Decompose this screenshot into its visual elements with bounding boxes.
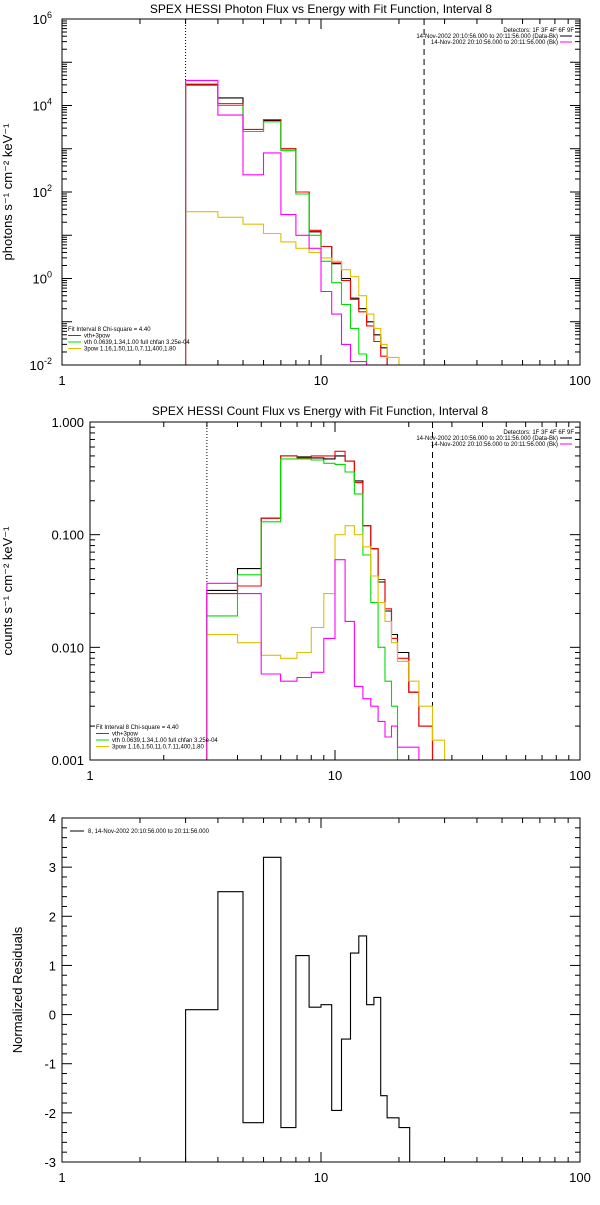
series-5-step-line [185, 79, 425, 365]
legend-tr-entry: 14-Nov-2002 20:10:56.000 to 20:11:56.000… [416, 436, 558, 442]
series-1-step-line [185, 84, 425, 365]
series-4-step-line [206, 525, 446, 760]
y-tick-label: 0.100 [51, 528, 84, 543]
y-tick-label: -3 [44, 1155, 56, 1170]
plot-frame [61, 18, 581, 366]
y-tick-label: -2 [44, 1106, 56, 1121]
legend-bl-entry: vth+3pow [112, 732, 139, 738]
series-2-step-line [185, 83, 425, 365]
legend-tr-entry: 14-Nov-2002 20:10:56.000 to 20:11:56.000… [431, 40, 558, 46]
x-tick-label: 100 [569, 1170, 591, 1185]
panel-2: SPEX HESSI Count Flux vs Energy with Fit… [0, 404, 591, 783]
x-tick-label: 1 [58, 373, 65, 388]
legend-bl-entry: vth+3pow [84, 334, 111, 340]
legend-tr-entry: Detectors: 1F 3F 4F 6F 9F [503, 28, 574, 34]
legend-bl-entry: vth 0.0639,1.34,1.00 full chfan 3.25e-04 [112, 738, 218, 744]
x-tick-label: 1 [86, 768, 93, 783]
y-tick-label: 10-2 [30, 356, 52, 373]
y-tick-label: 0.001 [51, 753, 84, 768]
series-group [206, 450, 446, 760]
y-tick-label: 4 [49, 811, 56, 826]
legend-tr-entry: 14-Nov-2002 20:10:56.000 to 20:11:56.000… [431, 442, 558, 448]
series-group [185, 79, 449, 365]
legend-bl-entry: 3pow 1.16,1.50,11.0,7.11,400,1.80 [84, 347, 177, 353]
panel-1: SPEX HESSI Photon Flux vs Energy with Fi… [0, 2, 591, 388]
y-tick-label: 102 [33, 183, 52, 200]
y-tick-label: 106 [33, 10, 52, 27]
y-tick-label: 2 [49, 909, 56, 924]
series-1-step-line [206, 455, 434, 760]
series-3-step-line [206, 458, 409, 760]
plot-frame [61, 817, 581, 1163]
y-tick-label: 1 [49, 958, 56, 973]
legend-bl-entry: vth 0.0639,1.34,1.00 full chfan 3.25e-04 [84, 340, 190, 346]
plot-frame [89, 421, 581, 761]
x-tick-label: 100 [569, 768, 591, 783]
x-tick-label: 10 [328, 768, 342, 783]
legend-bl-entry: Fit Interval 8 Chi-square = 4.40 [68, 327, 151, 333]
legend-bl-entry: Fit Interval 8 Chi-square = 4.40 [96, 725, 179, 731]
y-tick-label: 100 [33, 270, 52, 287]
legend-tr-entry: Detectors: 1F 3F 4F 6F 9F [503, 430, 574, 436]
series-group [185, 856, 425, 1162]
y-tick-label: 1.000 [51, 415, 84, 430]
panel-3: Normalized Residuals 1 10 100 -3 -2 -1 0 1 2 3 4 8, … [10, 811, 591, 1185]
x-tick-label: 10 [314, 373, 328, 388]
y-axis-label: photons s⁻¹ cm⁻² keV⁻¹ [0, 123, 15, 261]
y-axis-label: counts s⁻¹ cm⁻² keV⁻¹ [0, 526, 15, 656]
y-tick-label: -1 [44, 1057, 56, 1072]
series-2-step-line [206, 450, 434, 760]
series-5-step-line [206, 559, 420, 760]
y-tick-label: 0.010 [51, 640, 84, 655]
legend-bl-entry: 3pow 1.16,1.50,11.0,7.11,400,1.80 [112, 745, 205, 751]
y-axis-label: Normalized Residuals [10, 926, 25, 1053]
series-4-step-line [185, 211, 449, 365]
legend-tr-entry: 14-Nov-2002 20:10:56.000 to 20:11:56.000… [416, 34, 558, 40]
chart-title: SPEX HESSI Count Flux vs Energy with Fit… [152, 404, 488, 418]
chart-title: SPEX HESSI Photon Flux vs Energy with Fi… [150, 2, 492, 16]
y-tick-label: 0 [49, 1008, 56, 1023]
legend-tl-entry: 8, 14-Nov-2002 20:10:56.000 to 20:11:56.… [88, 829, 210, 835]
series-1-step-line [185, 856, 425, 1162]
series-3-step-line [185, 84, 410, 365]
x-tick-label: 1 [58, 1170, 65, 1185]
y-tick-label: 104 [33, 97, 52, 114]
x-tick-label: 10 [314, 1170, 328, 1185]
x-tick-label: 100 [569, 373, 591, 388]
y-tick-label: 3 [49, 860, 56, 875]
